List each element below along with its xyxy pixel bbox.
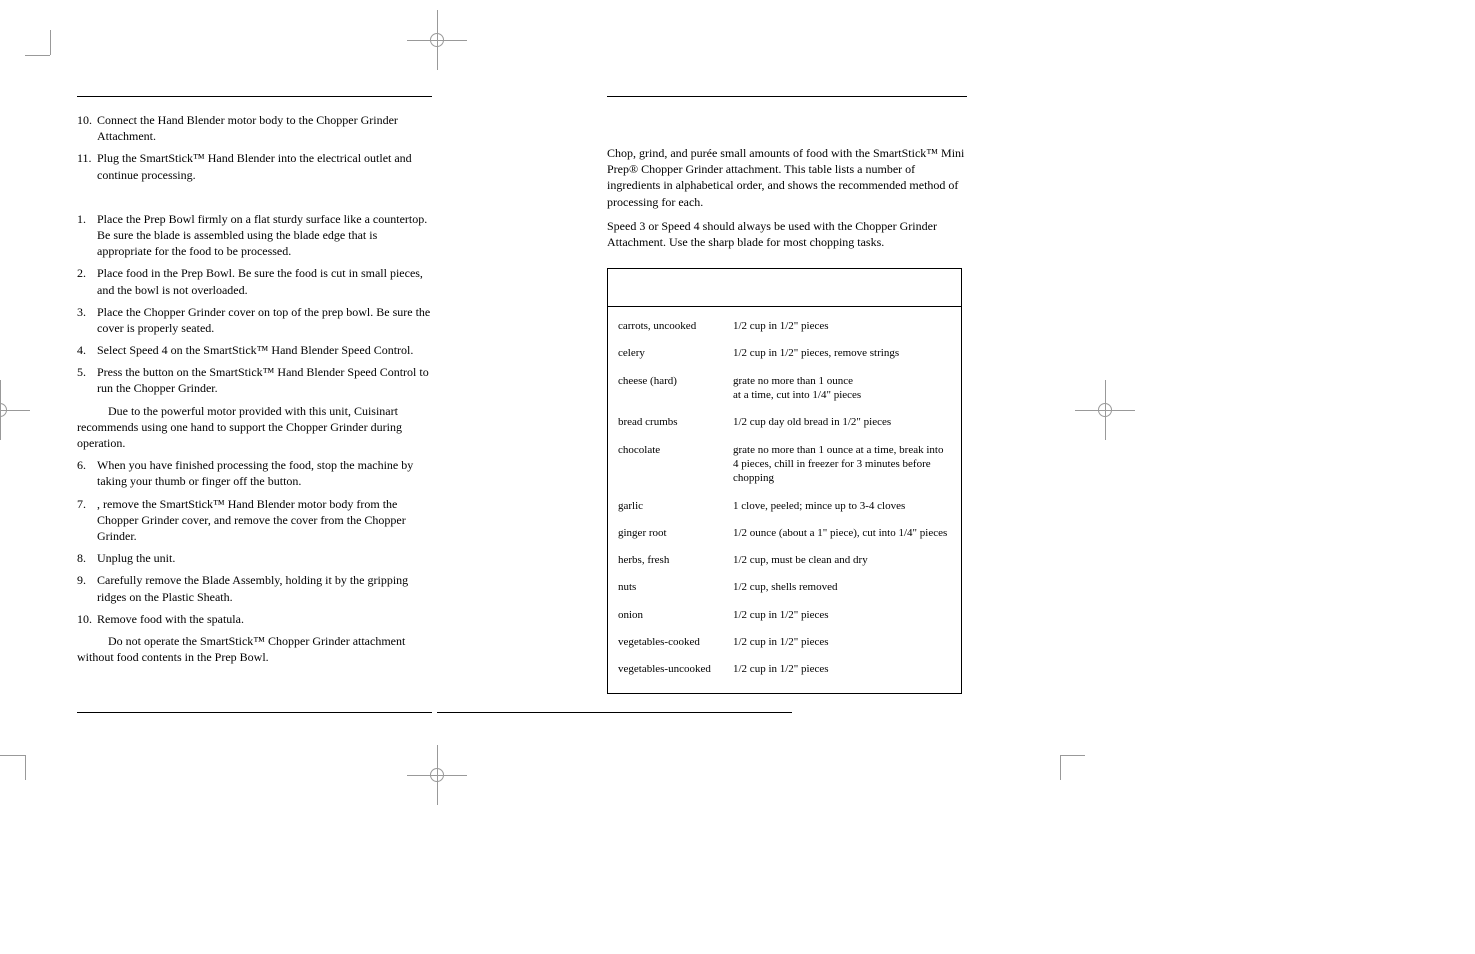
step-item: 3.Place the Chopper Grinder cover on top…: [77, 304, 432, 336]
food-prep: grate no more than 1 ounce at a time, cu…: [733, 374, 951, 403]
food-prep: 1 clove, peeled; mince up to 3-4 cloves: [733, 499, 951, 513]
step-number: 7.: [77, 496, 97, 545]
table-row: nuts1/2 cup, shells removed: [618, 580, 951, 594]
steps-list-3: 6.When you have finished processing the …: [77, 457, 432, 627]
food-name: vegetables-cooked: [618, 635, 733, 649]
step-item: 5.Press the button on the SmartStick™ Ha…: [77, 364, 432, 396]
food-prep: 1/2 ounce (about a 1" piece), cut into 1…: [733, 526, 951, 540]
top-rule-right: [607, 96, 967, 97]
food-name: carrots, uncooked: [618, 319, 733, 333]
step-text: Press the button on the SmartStick™ Hand…: [97, 364, 432, 396]
step-number: 9.: [77, 572, 97, 604]
table-row: chocolategrate no more than 1 ounce at a…: [618, 443, 951, 486]
table-header: [608, 269, 961, 307]
note-content: Due to the powerful motor provided with …: [77, 404, 402, 450]
table-row: vegetables-cooked1/2 cup in 1/2" pieces: [618, 635, 951, 649]
step-text: Remove food with the spatula.: [97, 611, 432, 627]
food-prep: 1/2 cup in 1/2" pieces: [733, 635, 951, 649]
table-row: celery1/2 cup in 1/2" pieces, remove str…: [618, 346, 951, 360]
registration-mark-right: [1075, 380, 1135, 440]
food-prep: grate no more than 1 ounce at a time, br…: [733, 443, 951, 486]
food-name: cheese (hard): [618, 374, 733, 403]
table-row: herbs, fresh1/2 cup, must be clean and d…: [618, 553, 951, 567]
step-text: Place the Chopper Grinder cover on top o…: [97, 304, 432, 336]
food-prep: 1/2 cup day old bread in 1/2" pieces: [733, 415, 951, 429]
food-prep: 1/2 cup in 1/2" pieces: [733, 319, 951, 333]
table-row: carrots, uncooked1/2 cup in 1/2" pieces: [618, 319, 951, 333]
step-item: 7. , remove the SmartStick™ Hand Blender…: [77, 496, 432, 545]
step-item: 8.Unplug the unit.: [77, 550, 432, 566]
food-name: bread crumbs: [618, 415, 733, 429]
food-prep: 1/2 cup, shells removed: [733, 580, 951, 594]
step-text: , remove the SmartStick™ Hand Blender mo…: [97, 496, 432, 545]
step-item: 10.Remove food with the spatula.: [77, 611, 432, 627]
step-item: 4.Select Speed 4 on the SmartStick™ Hand…: [77, 342, 432, 358]
registration-mark-top: [407, 10, 467, 70]
step-text: Place the Prep Bowl firmly on a flat stu…: [97, 211, 432, 260]
food-processing-table: carrots, uncooked1/2 cup in 1/2" pieces …: [607, 268, 962, 693]
food-name: nuts: [618, 580, 733, 594]
step-number: 1.: [77, 211, 97, 260]
step-item: 1.Place the Prep Bowl firmly on a flat s…: [77, 211, 432, 260]
step-number: 3.: [77, 304, 97, 336]
table-row: vegetables-uncooked1/2 cup in 1/2" piece…: [618, 662, 951, 676]
step-text: Connect the Hand Blender motor body to t…: [97, 112, 432, 144]
food-name: chocolate: [618, 443, 733, 486]
table-body: carrots, uncooked1/2 cup in 1/2" pieces …: [608, 307, 961, 692]
step-number: 5.: [77, 364, 97, 396]
bottom-rule-left: [77, 712, 432, 713]
left-page: 10.Connect the Hand Blender motor body t…: [77, 96, 567, 694]
bottom-rule-right: [437, 712, 792, 713]
step-number: 10.: [77, 112, 97, 144]
food-name: vegetables-uncooked: [618, 662, 733, 676]
note-2: Note: Do not operate the SmartStick™ Cho…: [77, 633, 432, 665]
page-spread: 10.Connect the Hand Blender motor body t…: [0, 0, 1475, 694]
food-name: ginger root: [618, 526, 733, 540]
step-number: 4.: [77, 342, 97, 358]
top-rule-left: [77, 96, 432, 97]
step-number: 8.: [77, 550, 97, 566]
note-1: Note: Due to the powerful motor provided…: [77, 403, 432, 452]
steps-list-1: 10.Connect the Hand Blender motor body t…: [77, 112, 432, 183]
step-text: Select Speed 4 on the SmartStick™ Hand B…: [97, 342, 432, 358]
crop-mark-bl: [0, 730, 25, 755]
step-text: When you have finished processing the fo…: [97, 457, 432, 489]
food-prep: 1/2 cup in 1/2" pieces: [733, 662, 951, 676]
table-row: garlic1 clove, peeled; mince up to 3-4 c…: [618, 499, 951, 513]
step-number: 11.: [77, 150, 97, 182]
step-text: Plug the SmartStick™ Hand Blender into t…: [97, 150, 432, 182]
food-prep: 1/2 cup in 1/2" pieces, remove strings: [733, 346, 951, 360]
registration-mark-bottom: [407, 745, 467, 805]
table-row: onion1/2 cup in 1/2" pieces: [618, 608, 951, 622]
table-row: ginger root1/2 ounce (about a 1" piece),…: [618, 526, 951, 540]
table-row: bread crumbs1/2 cup day old bread in 1/2…: [618, 415, 951, 429]
food-name: onion: [618, 608, 733, 622]
step-item: 10.Connect the Hand Blender motor body t…: [77, 112, 432, 144]
steps-list-2: 1.Place the Prep Bowl firmly on a flat s…: [77, 211, 432, 397]
step-item: 11.Plug the SmartStick™ Hand Blender int…: [77, 150, 432, 182]
registration-mark-left: [0, 380, 30, 440]
step-number: 2.: [77, 265, 97, 297]
food-name: garlic: [618, 499, 733, 513]
intro-paragraph-1: Chop, grind, and purée small amounts of …: [607, 145, 967, 210]
step-item: 2.Place food in the Prep Bowl. Be sure t…: [77, 265, 432, 297]
step-item: 6.When you have finished processing the …: [77, 457, 432, 489]
food-name: celery: [618, 346, 733, 360]
food-prep: 1/2 cup in 1/2" pieces: [733, 608, 951, 622]
intro-paragraph-2: Speed 3 or Speed 4 should always be used…: [607, 218, 967, 250]
step-item: 9.Carefully remove the Blade Assembly, h…: [77, 572, 432, 604]
crop-mark-tl: [25, 55, 50, 80]
table-row: cheese (hard)grate no more than 1 ounce …: [618, 374, 951, 403]
crop-mark-br: [1060, 730, 1085, 755]
step-number: 6.: [77, 457, 97, 489]
step-number: 10.: [77, 611, 97, 627]
food-prep: 1/2 cup, must be clean and dry: [733, 553, 951, 567]
step-text: Place food in the Prep Bowl. Be sure the…: [97, 265, 432, 297]
note-content: Do not operate the SmartStick™ Chopper G…: [77, 634, 405, 664]
right-page: Chop, grind, and purée small amounts of …: [607, 96, 967, 694]
step-text: Unplug the unit.: [97, 550, 432, 566]
step-text: Carefully remove the Blade Assembly, hol…: [97, 572, 432, 604]
food-name: herbs, fresh: [618, 553, 733, 567]
